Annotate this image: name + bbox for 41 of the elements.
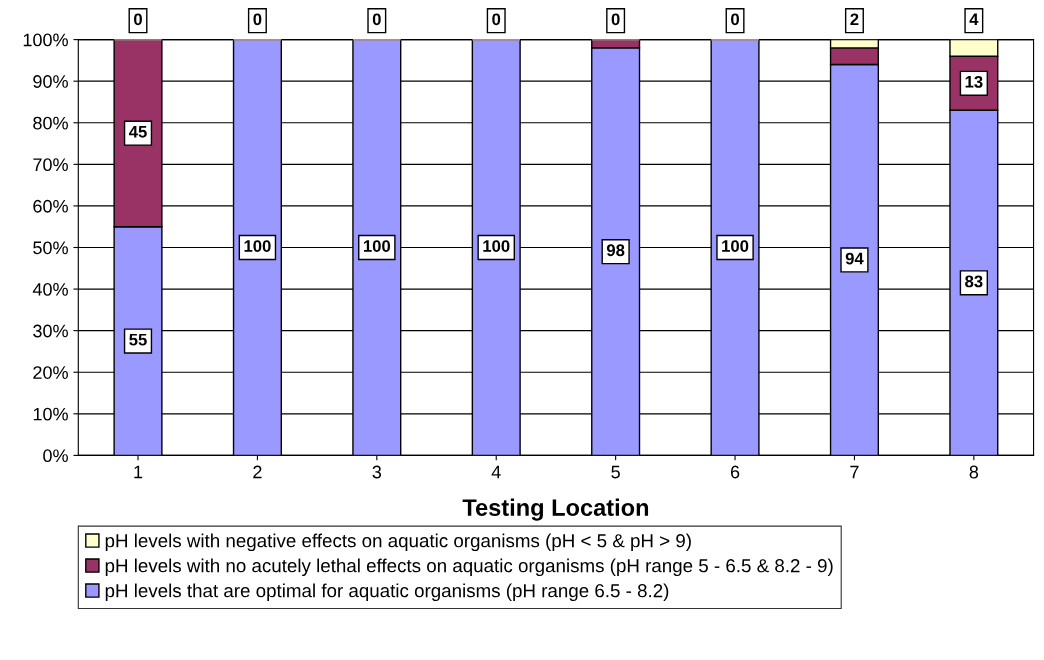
- x-tick-label: 5: [611, 465, 620, 479]
- data-label: 55: [129, 333, 147, 346]
- y-tick-label: 10%: [33, 407, 68, 421]
- data-label: 100: [722, 240, 749, 252]
- data-label: 2: [850, 13, 859, 26]
- data-label: 0: [134, 13, 142, 26]
- y-tick-label: 0%: [43, 449, 68, 463]
- y-tick-label: 20%: [33, 366, 68, 379]
- data-label: 0: [372, 13, 381, 26]
- data-label: 83: [965, 275, 983, 288]
- x-axis-title: Testing Location: [462, 498, 649, 521]
- y-tick-label: 50%: [33, 241, 68, 255]
- x-tick-label: 8: [969, 465, 979, 479]
- data-label: 100: [483, 240, 510, 252]
- x-tick-label: 4: [491, 465, 501, 479]
- data-label: 94: [845, 252, 864, 265]
- legend-label: pH levels with no acutely lethal effects on aquatic organisms (pH range 5 - 6.5 & 8.2 - 9): [105, 558, 833, 577]
- data-label: 100: [363, 240, 391, 252]
- y-tick-label: 70%: [33, 158, 68, 172]
- data-label: 45: [128, 126, 147, 138]
- x-tick-label: 6: [730, 465, 740, 479]
- y-tick-label: 90%: [33, 75, 68, 88]
- data-label: 0: [253, 13, 262, 26]
- data-label: 0: [731, 13, 739, 26]
- x-tick-label: 7: [850, 465, 859, 479]
- x-tick-label: 2: [253, 465, 262, 479]
- y-tick-label: 60%: [33, 199, 68, 213]
- y-tick-label: 40%: [32, 283, 68, 296]
- y-tick-label: 80%: [33, 116, 68, 130]
- data-label: 100: [244, 240, 271, 252]
- y-tick-label: 30%: [33, 324, 68, 338]
- legend-label: pH levels that are optimal for aquatic organisms (pH range 6.5 - 8.2): [105, 583, 669, 602]
- data-label: 4: [969, 13, 979, 26]
- data-label: 0: [492, 13, 501, 26]
- data-label: 0: [611, 13, 620, 26]
- data-label: 98: [606, 244, 625, 257]
- legend-label: pH levels with negative effects on aquatic organisms (pH < 5 & pH > 9): [105, 533, 691, 552]
- x-tick-label: 3: [372, 465, 382, 479]
- y-tick-label: 100%: [23, 33, 68, 47]
- data-label: 13: [965, 75, 983, 88]
- x-tick-label: 1: [134, 465, 143, 479]
